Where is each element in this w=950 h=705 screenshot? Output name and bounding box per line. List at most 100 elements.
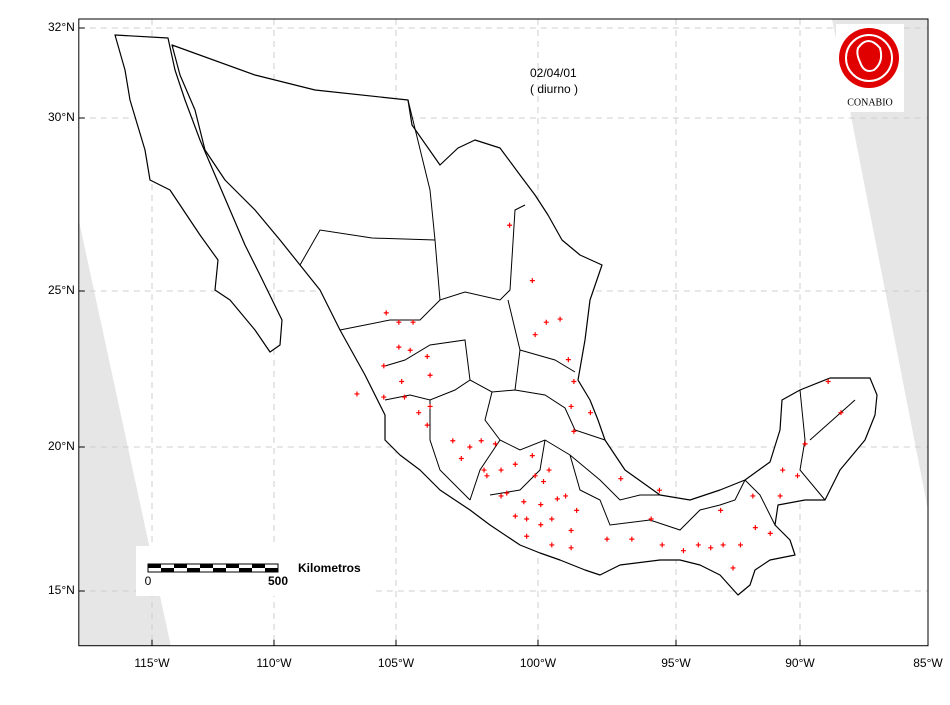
hotspot xyxy=(554,496,560,502)
hotspot xyxy=(695,542,701,548)
logo: CONABIO xyxy=(836,24,904,112)
hotspot xyxy=(549,516,555,522)
x-tick-label: 105°W xyxy=(378,656,415,670)
x-tick-label: 95°W xyxy=(661,656,691,670)
hotspot xyxy=(396,319,402,325)
hotspot xyxy=(467,444,473,450)
hotspot xyxy=(777,493,783,499)
hotspot xyxy=(538,522,544,528)
hotspot xyxy=(618,476,624,482)
mainland xyxy=(171,44,878,596)
hotspot xyxy=(410,319,416,325)
hotspot xyxy=(568,403,574,409)
swath-right xyxy=(832,19,928,510)
hotspot xyxy=(383,310,389,316)
hotspot xyxy=(458,456,464,462)
hotspot xyxy=(512,461,518,467)
hotspot xyxy=(396,344,402,350)
hotspot xyxy=(648,516,654,522)
hotspot xyxy=(427,372,433,378)
hotspot xyxy=(571,378,577,384)
hotspot xyxy=(478,438,484,444)
hotspot xyxy=(381,363,387,369)
hotspot xyxy=(354,391,360,397)
logo-figure xyxy=(856,40,883,72)
hotspot xyxy=(529,278,535,284)
hotspot xyxy=(484,473,490,479)
logo-text: CONABIO xyxy=(847,97,893,108)
mode-label: ( diurno ) xyxy=(530,82,578,96)
hotspot xyxy=(565,357,571,363)
hotspot xyxy=(524,533,530,539)
hotspot xyxy=(532,473,538,479)
hotspot xyxy=(524,516,530,522)
hotspot xyxy=(750,493,756,499)
hotspot xyxy=(720,542,726,548)
hotspot xyxy=(659,542,665,548)
scale-bar-checks xyxy=(148,564,278,572)
logo-circle xyxy=(839,28,899,88)
hotspot xyxy=(541,479,547,485)
hotspot xyxy=(737,542,743,548)
hotspot xyxy=(481,467,487,473)
hotspot xyxy=(563,493,569,499)
hotspot xyxy=(416,410,422,416)
hotspot xyxy=(730,565,736,571)
hotspot xyxy=(543,319,549,325)
hotspot xyxy=(492,441,498,447)
hotspot xyxy=(604,536,610,542)
swath-left xyxy=(78,220,171,646)
background xyxy=(78,19,928,646)
hotspot xyxy=(708,545,714,551)
hotspot xyxy=(424,354,430,360)
y-tick-label: 20°N xyxy=(48,439,75,453)
scale-unit: Kilometros xyxy=(298,561,361,575)
hotspot xyxy=(574,507,580,513)
hotspot xyxy=(780,467,786,473)
hotspot xyxy=(656,487,662,493)
logo-ring xyxy=(845,34,893,82)
hotspot xyxy=(381,394,387,400)
hotspots xyxy=(354,222,844,571)
hotspot xyxy=(629,536,635,542)
hotspot xyxy=(498,493,504,499)
hotspot xyxy=(680,548,686,554)
hotspot xyxy=(557,316,563,322)
baja-peninsula xyxy=(114,34,283,353)
hotspot xyxy=(532,332,538,338)
hotspot xyxy=(587,410,593,416)
y-tick-label: 25°N xyxy=(48,283,75,297)
hotspot xyxy=(498,467,504,473)
hotspot xyxy=(407,347,413,353)
hotspot xyxy=(825,378,831,384)
y-tick-label: 30°N xyxy=(48,110,75,124)
hotspot xyxy=(424,422,430,428)
hotspot xyxy=(512,513,518,519)
hotspot xyxy=(399,378,405,384)
hotspot xyxy=(838,410,844,416)
land xyxy=(114,34,878,596)
hotspot xyxy=(507,222,513,228)
hotspot xyxy=(538,502,544,508)
hotspot xyxy=(767,530,773,536)
x-tick-label: 100°W xyxy=(520,656,557,670)
scale-end: 500 xyxy=(268,574,288,588)
x-tick-label: 90°W xyxy=(785,656,815,670)
x-tick-label: 110°W xyxy=(256,656,292,670)
x-tick-label: 85°W xyxy=(913,656,943,670)
hotspot xyxy=(752,525,758,531)
y-tick-label: 15°N xyxy=(48,583,75,597)
hotspot xyxy=(529,453,535,459)
map-frame xyxy=(78,18,929,647)
scale-bar: 0 500 Kilometros xyxy=(136,546,371,596)
hotspot xyxy=(427,403,433,409)
y-tick-label: 32°N xyxy=(48,20,75,34)
hotspot xyxy=(402,394,408,400)
hotspot xyxy=(504,490,510,496)
axes: 115°W 110°W 105°W 100°W 95°W 90°W 85°W 15°N 20°N… xyxy=(48,18,943,670)
hotspot xyxy=(450,438,456,444)
hotspot xyxy=(549,542,555,548)
x-tick-label: 115°W xyxy=(134,656,170,670)
hotspot xyxy=(571,428,577,434)
